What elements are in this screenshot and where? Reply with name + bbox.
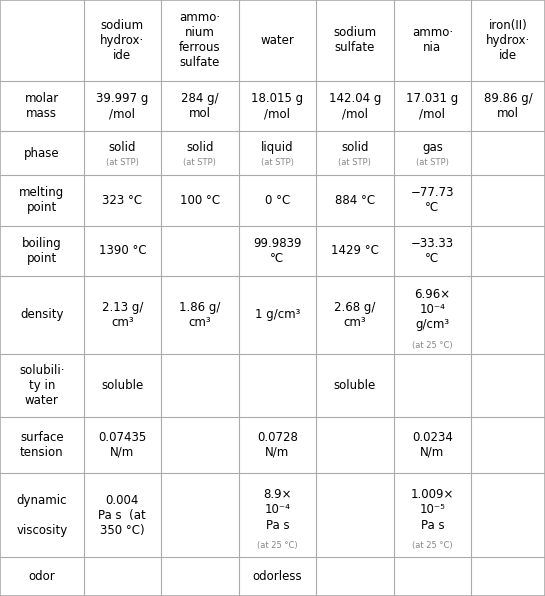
Text: (at 25 °C): (at 25 °C) bbox=[412, 341, 453, 350]
Text: ammo·
nium
ferrous
sulfate: ammo· nium ferrous sulfate bbox=[179, 11, 221, 69]
Text: 0.0234
N/m: 0.0234 N/m bbox=[412, 431, 453, 459]
Text: Pa s: Pa s bbox=[265, 519, 289, 532]
Text: 284 g/
mol: 284 g/ mol bbox=[181, 92, 219, 120]
Text: 39.997 g
/mol: 39.997 g /mol bbox=[96, 92, 148, 120]
Text: sodium
sulfate: sodium sulfate bbox=[334, 26, 377, 54]
Text: gas: gas bbox=[422, 141, 443, 154]
Text: surface
tension: surface tension bbox=[20, 431, 64, 459]
Text: liquid: liquid bbox=[261, 141, 294, 154]
Text: (at 25 °C): (at 25 °C) bbox=[412, 541, 453, 550]
Text: 89.86 g/
mol: 89.86 g/ mol bbox=[483, 92, 532, 120]
Text: melting
point: melting point bbox=[19, 187, 64, 215]
Text: solid: solid bbox=[341, 141, 368, 154]
Text: 18.015 g
/mol: 18.015 g /mol bbox=[251, 92, 304, 120]
Text: 100 °C: 100 °C bbox=[180, 194, 220, 207]
Text: 6.96×: 6.96× bbox=[414, 288, 450, 300]
Text: (at STP): (at STP) bbox=[106, 158, 139, 167]
Text: (at 25 °C): (at 25 °C) bbox=[257, 541, 298, 550]
Text: 10⁻⁵: 10⁻⁵ bbox=[420, 503, 445, 516]
Text: 1.86 g/
cm³: 1.86 g/ cm³ bbox=[179, 301, 221, 329]
Text: odorless: odorless bbox=[252, 570, 302, 583]
Text: 10⁻⁴: 10⁻⁴ bbox=[264, 503, 290, 516]
Text: phase: phase bbox=[24, 147, 59, 160]
Text: 2.68 g/
cm³: 2.68 g/ cm³ bbox=[334, 301, 376, 329]
Text: 8.9×: 8.9× bbox=[263, 488, 292, 501]
Text: 323 °C: 323 °C bbox=[102, 194, 142, 207]
Text: 1429 °C: 1429 °C bbox=[331, 244, 379, 257]
Text: 0.004
Pa s  (at
350 °C): 0.004 Pa s (at 350 °C) bbox=[99, 493, 146, 536]
Text: 884 °C: 884 °C bbox=[335, 194, 375, 207]
Text: −33.33
°C: −33.33 °C bbox=[411, 237, 454, 265]
Text: dynamic

viscosity: dynamic viscosity bbox=[16, 493, 68, 536]
Text: solid: solid bbox=[108, 141, 136, 154]
Text: 1390 °C: 1390 °C bbox=[99, 244, 146, 257]
Text: 1.009×: 1.009× bbox=[411, 488, 454, 501]
Text: (at STP): (at STP) bbox=[338, 158, 371, 167]
Text: 1 g/cm³: 1 g/cm³ bbox=[255, 308, 300, 321]
Text: 17.031 g
/mol: 17.031 g /mol bbox=[406, 92, 458, 120]
Text: (at STP): (at STP) bbox=[184, 158, 216, 167]
Text: sodium
hydrox·
ide: sodium hydrox· ide bbox=[100, 19, 144, 62]
Text: soluble: soluble bbox=[101, 378, 143, 392]
Text: density: density bbox=[20, 308, 64, 321]
Text: 0.07435
N/m: 0.07435 N/m bbox=[98, 431, 147, 459]
Text: (at STP): (at STP) bbox=[416, 158, 449, 167]
Text: −77.73
°C: −77.73 °C bbox=[410, 187, 454, 215]
Text: boiling
point: boiling point bbox=[22, 237, 62, 265]
Text: ammo·
nia: ammo· nia bbox=[412, 26, 453, 54]
Text: 2.13 g/
cm³: 2.13 g/ cm³ bbox=[101, 301, 143, 329]
Text: iron(II)
hydrox·
ide: iron(II) hydrox· ide bbox=[486, 19, 530, 62]
Text: Pa s: Pa s bbox=[421, 519, 444, 532]
Text: g/cm³: g/cm³ bbox=[415, 318, 450, 331]
Text: molar
mass: molar mass bbox=[25, 92, 59, 120]
Text: (at STP): (at STP) bbox=[261, 158, 294, 167]
Text: solid: solid bbox=[186, 141, 214, 154]
Text: 0.0728
N/m: 0.0728 N/m bbox=[257, 431, 298, 459]
Text: soluble: soluble bbox=[334, 378, 376, 392]
Text: odor: odor bbox=[28, 570, 55, 583]
Text: water: water bbox=[261, 34, 294, 47]
Text: 0 °C: 0 °C bbox=[265, 194, 290, 207]
Text: 142.04 g
/mol: 142.04 g /mol bbox=[329, 92, 381, 120]
Text: 10⁻⁴: 10⁻⁴ bbox=[420, 303, 445, 316]
Text: solubili·
ty in
water: solubili· ty in water bbox=[19, 364, 64, 406]
Text: 99.9839
°C: 99.9839 °C bbox=[253, 237, 301, 265]
